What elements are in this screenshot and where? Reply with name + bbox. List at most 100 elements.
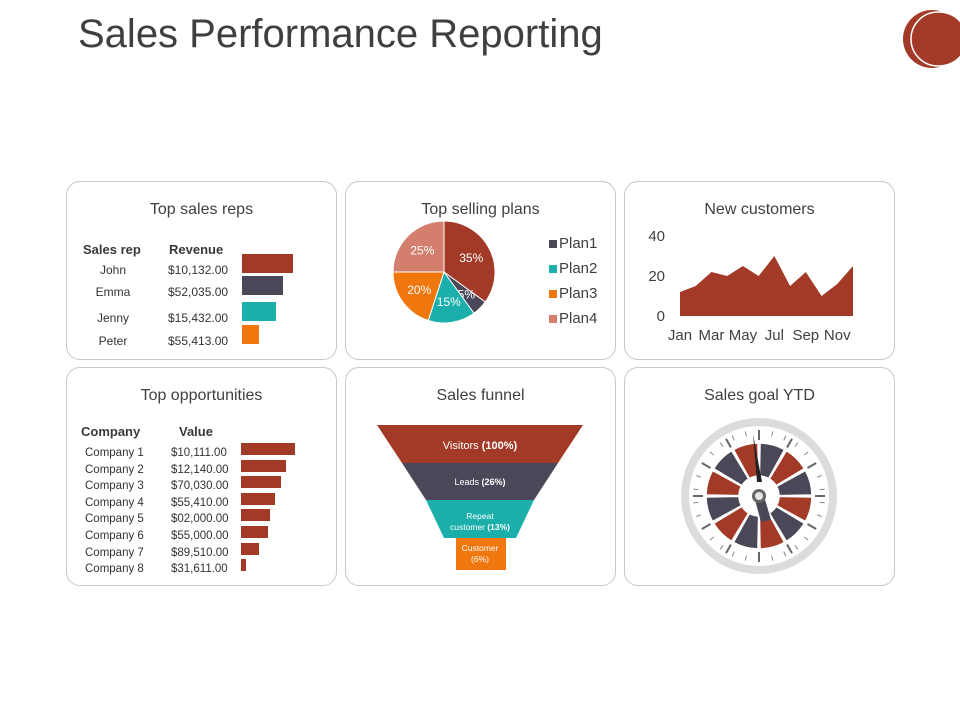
gauge-segment [712, 505, 750, 543]
panel-sales-funnel: Sales funnel Visitors (100%) Leads (26%) R… [345, 367, 616, 586]
funnel-label-part: customer [450, 522, 487, 532]
company-name: Company 5 [85, 513, 144, 526]
opportunity-bar [241, 509, 270, 522]
area-series [680, 256, 853, 316]
gauge-segment [775, 495, 813, 523]
x-tick-label: Jul [765, 327, 784, 344]
rep-name: Jenny [96, 311, 130, 325]
pie-slice [443, 220, 496, 303]
rep-name: Peter [98, 334, 128, 348]
panel-top-sales-reps: Top sales reps Sales rep Revenue John $10,1… [66, 181, 337, 360]
pie-slice-label: 25% [410, 243, 434, 257]
legend-label: Plan3 [559, 285, 597, 302]
funnel-stage-label: Customer [462, 543, 499, 553]
legend-swatch [549, 290, 557, 298]
company-name: Company 4 [85, 496, 144, 509]
gauge-minor-tick [696, 475, 702, 478]
gauge-minor-tick [719, 442, 724, 447]
gauge-minor-tick [771, 431, 774, 437]
legend-label: Plan2 [559, 260, 597, 277]
x-tick-label: Sep [792, 327, 819, 344]
opportunity-bar [241, 542, 259, 555]
area-chart: 0 20 40 Jan Mar May Jul Sep Nov [648, 228, 853, 344]
y-tick-label: 40 [648, 228, 665, 245]
gauge-minor-tick [693, 501, 699, 504]
gauge-tick [806, 462, 817, 469]
panel-sales-goal: Sales goal YTD [624, 367, 895, 586]
company-value: $70,030.00 [171, 480, 229, 493]
gauge-tick [701, 462, 712, 469]
company-value: $55,000.00 [171, 530, 229, 542]
funnel-label-part: Customer [462, 543, 499, 553]
gauge-minor-tick [709, 536, 715, 541]
gauge-minor-tick [783, 435, 787, 441]
opportunity-bar [241, 492, 275, 505]
rep-revenue: $52,035.00 [168, 285, 229, 299]
gauge-tick [725, 543, 732, 554]
panel-top-opportunities: Top opportunities Company Value Company 1 $… [66, 367, 337, 586]
legend-label: Plan1 [559, 235, 597, 252]
pie-slice [392, 220, 445, 273]
gauge-minor-tick [731, 435, 735, 441]
gauge-minor-tick [819, 488, 825, 491]
rep-revenue: $10,132.00 [168, 263, 229, 277]
company-value: $12,140.00 [171, 463, 229, 476]
funnel-stage [426, 500, 534, 538]
company-name: Company 2 [85, 463, 144, 476]
gauge-minor-tick [794, 442, 799, 447]
gauge-segment [775, 469, 813, 497]
rep-name: Emma [95, 285, 131, 299]
company-name: Company 8 [85, 563, 144, 576]
funnel-label-part: Visitors [443, 440, 482, 452]
company-value: $02,000.00 [171, 513, 229, 526]
funnel-stage [377, 425, 583, 463]
funnel-stage [456, 538, 506, 570]
panel-title: New customers [704, 201, 815, 218]
gauge-minor-tick [803, 536, 809, 541]
column-header: Value [179, 424, 213, 439]
gauge-minor-tick [744, 431, 747, 437]
funnel-label-part: (100%) [482, 440, 518, 452]
column-header: Sales rep [83, 242, 141, 257]
rep-bar [242, 325, 259, 344]
gauge-chart [681, 418, 837, 574]
panel-title: Top sales reps [149, 201, 254, 218]
rep-bar [242, 302, 276, 321]
gauge-segment [758, 442, 786, 480]
gauge-segment [705, 469, 743, 497]
y-tick-label: 20 [648, 268, 665, 285]
gauge-tick [725, 438, 732, 449]
funnel-stage-label: Leads (26%) [454, 477, 505, 487]
funnel-stage [402, 463, 558, 500]
funnel-stage-label: Visitors (100%) [443, 440, 518, 452]
gauge-minor-tick [803, 451, 809, 456]
gauge-segment [705, 495, 743, 523]
opportunity-bar [241, 559, 246, 572]
gauge-tick [786, 543, 793, 554]
gauge-tick [701, 523, 712, 530]
gauge-segment [768, 449, 806, 487]
x-tick-label: May [729, 327, 758, 344]
column-header: Revenue [169, 242, 224, 257]
gauge-minor-tick [783, 551, 787, 557]
rep-bar [242, 254, 293, 273]
gauge-minor-tick [709, 451, 715, 456]
company-value: $31,611.00 [171, 563, 228, 576]
company-name: Company 3 [85, 480, 144, 493]
gauge-minor-tick [819, 501, 825, 504]
pie-slice-label: 15% [437, 295, 461, 309]
gauge-minor-tick [696, 514, 702, 517]
panel-title: Sales goal YTD [704, 387, 815, 404]
gauge-needle-upper [753, 434, 762, 482]
x-tick-label: Mar [699, 327, 725, 344]
y-tick-label: 0 [657, 308, 665, 325]
panel-title: Sales funnel [436, 387, 525, 404]
page-title: Sales Performance Reporting [78, 12, 603, 56]
funnel-stage-label: customer (13%) [450, 522, 510, 532]
x-tick-label: Jan [668, 327, 692, 344]
gauge-tick [806, 523, 817, 530]
pie-slice [427, 270, 475, 324]
gauge-tick [786, 438, 793, 449]
legend-label: Plan4 [559, 310, 597, 327]
